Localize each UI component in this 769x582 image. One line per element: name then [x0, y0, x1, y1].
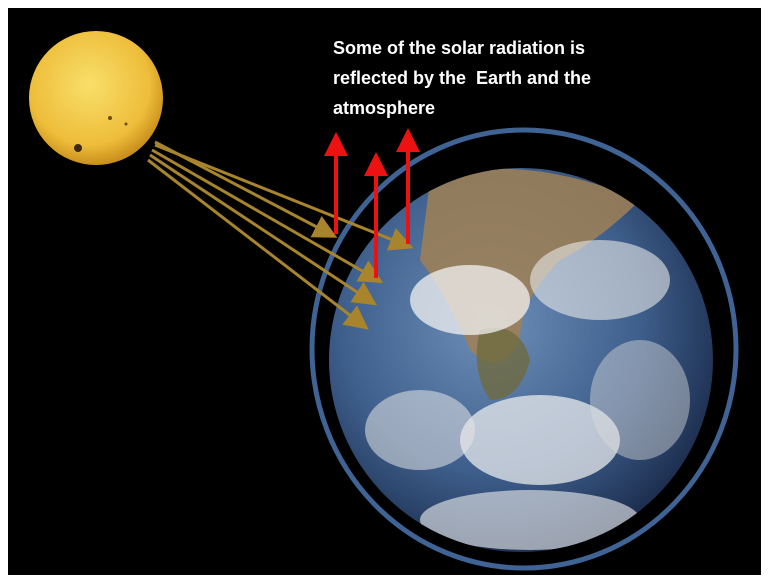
sunspot [74, 144, 82, 152]
caption-line: atmosphere [333, 98, 435, 118]
ray [154, 143, 414, 251]
solar-rays [147, 140, 414, 330]
earth [329, 168, 713, 552]
ray [147, 158, 369, 330]
atmosphere-ring [309, 127, 739, 571]
sunspot [108, 116, 112, 120]
ray [151, 148, 384, 283]
caption-line: reflected by the Earth and the [333, 68, 591, 88]
sun [29, 31, 163, 165]
caption-line: Some of the solar radiation is [333, 38, 585, 58]
reflected-rays [324, 128, 420, 278]
ray [149, 153, 378, 306]
sunspot [124, 122, 128, 126]
